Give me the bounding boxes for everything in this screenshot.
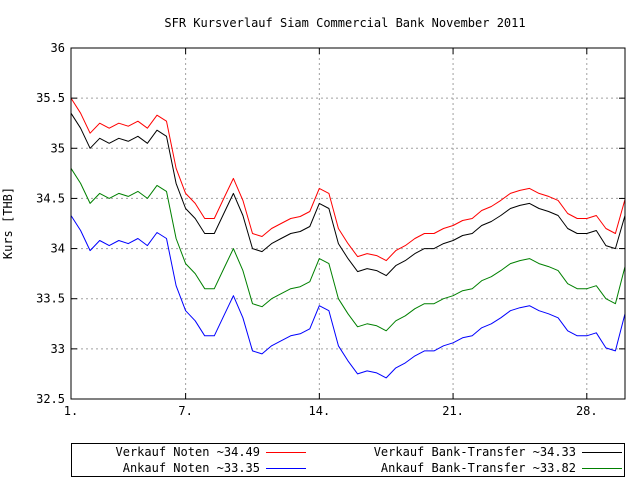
legend-swatch: [582, 468, 622, 469]
x-tick-label: 1.: [64, 404, 78, 418]
legend-swatch: [266, 468, 306, 469]
legend-entry-ankauf-bank-transfer: Ankauf Bank-Transfer ~33.82: [310, 461, 626, 475]
y-tick-label: 35.5: [36, 91, 65, 105]
legend-entry-ankauf-noten: Ankauf Noten ~33.35: [72, 461, 310, 475]
x-tick-label: 14.: [309, 404, 331, 418]
y-tick-label: 34: [51, 242, 65, 256]
legend-swatch: [582, 452, 622, 453]
legend-label: Ankauf Noten ~33.35: [122, 461, 260, 475]
axis-ticks: 32.5 33 33.5 34 34.5 35 35.5 36 1. 7. 14. 21. 28.: [36, 41, 625, 418]
x-tick-label: 28.: [576, 404, 598, 418]
legend-label: Verkauf Noten ~34.49: [115, 445, 261, 459]
legend-label: Ankauf Bank-Transfer ~33.82: [380, 461, 576, 475]
y-tick-label: 33.5: [36, 292, 65, 306]
legend-entry-verkauf-noten: Verkauf Noten ~34.49: [72, 445, 310, 459]
legend: Verkauf Noten ~34.49 Verkauf Bank-Transf…: [71, 443, 625, 477]
y-tick-label: 32.5: [36, 392, 65, 406]
x-tick-label: 7.: [178, 404, 192, 418]
series-line-0: [70, 97, 626, 262]
x-tick-label: 21.: [442, 404, 464, 418]
legend-entry-verkauf-bank-transfer: Verkauf Bank-Transfer ~34.33: [310, 445, 626, 459]
line-chart: SFR Kursverlauf Siam Commercial Bank Nov…: [1, 16, 626, 418]
series-line-3: [70, 215, 626, 379]
series-line-1: [70, 112, 626, 277]
series-line-2: [70, 168, 626, 332]
series-layer: [70, 97, 626, 379]
y-tick-label: 35: [51, 141, 65, 155]
plot-area-border: [70, 47, 626, 400]
grid-lines: [71, 48, 625, 399]
y-tick-label: 34.5: [36, 191, 65, 205]
legend-label: Verkauf Bank-Transfer ~34.33: [373, 445, 576, 459]
legend-swatch: [266, 452, 306, 453]
y-tick-label: 33: [51, 342, 65, 356]
y-axis-label: Kurs [THB]: [1, 187, 15, 259]
chart-title: SFR Kursverlauf Siam Commercial Bank Nov…: [164, 16, 525, 30]
y-tick-label: 36: [51, 41, 65, 55]
